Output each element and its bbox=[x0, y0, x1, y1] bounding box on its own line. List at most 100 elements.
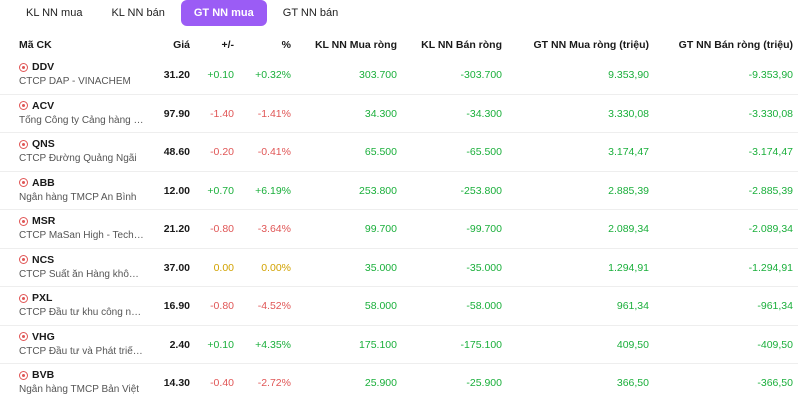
company-name: Ngân hàng TMCP An Bình bbox=[19, 191, 137, 203]
change-cell: -0.80 bbox=[210, 223, 234, 235]
kl-mua-cell: 58.000 bbox=[364, 300, 397, 312]
table-row[interactable]: ACV Tổng Công ty Cảng hàng k... 97.90 -1.40… bbox=[0, 95, 798, 133]
tab-kl-nn-mua[interactable]: KL NN mua bbox=[26, 7, 83, 19]
header-percent[interactable]: % bbox=[281, 39, 291, 51]
gt-ban-cell: -409,50 bbox=[757, 338, 793, 351]
stock-logo-icon bbox=[19, 255, 28, 264]
stock-symbol[interactable]: ABB bbox=[32, 176, 55, 189]
header-gt-mua[interactable]: GT NN Mua ròng (triệu) bbox=[533, 39, 650, 51]
symbol-cell: ABB bbox=[19, 177, 55, 189]
price-cell: 16.90 bbox=[163, 300, 190, 312]
gt-ban-cell: -1.294,91 bbox=[748, 261, 793, 274]
stock-logo-icon bbox=[19, 332, 28, 341]
kl-ban-cell: -99.700 bbox=[466, 223, 502, 235]
change-cell: -0.40 bbox=[210, 377, 234, 389]
price-cell: 14.30 bbox=[163, 377, 190, 389]
tab-gt-nn-mua[interactable]: GT NN mua bbox=[180, 0, 267, 26]
percent-cell: +4.35% bbox=[255, 338, 291, 351]
table-row[interactable]: NCS CTCP Suất ăn Hàng không ... 37.00 0.00 0… bbox=[0, 249, 798, 287]
table-row[interactable]: MSR CTCP MaSan High - Tech ... 21.20 -0.80 -… bbox=[0, 210, 798, 249]
stock-symbol[interactable]: BVB bbox=[32, 369, 55, 381]
stock-symbol[interactable]: MSR bbox=[32, 215, 56, 227]
company-name: CTCP DAP - VINACHEM bbox=[19, 76, 131, 87]
table-row[interactable]: QNS CTCP Đường Quảng Ngãi 48.60 -0.20 -0.41%… bbox=[0, 133, 798, 172]
change-cell: -1.40 bbox=[210, 107, 234, 120]
header-price[interactable]: Giá bbox=[173, 39, 190, 51]
change-cell: -0.80 bbox=[210, 300, 234, 312]
kl-ban-cell: -34.300 bbox=[466, 107, 502, 120]
stock-logo-icon bbox=[19, 139, 28, 149]
percent-cell: +0.32% bbox=[255, 69, 291, 81]
change-cell: -0.20 bbox=[210, 146, 234, 158]
symbol-cell: VHG bbox=[19, 331, 55, 343]
gt-ban-cell: -3.330,08 bbox=[748, 107, 793, 120]
change-cell: +0.70 bbox=[207, 184, 234, 197]
stock-symbol[interactable]: DDV bbox=[32, 61, 55, 73]
table-row[interactable]: PXL CTCP Đầu tư khu công nghi... 16.90 -0.8… bbox=[0, 287, 798, 326]
kl-ban-cell: -58.000 bbox=[466, 300, 502, 312]
price-cell: 21.20 bbox=[163, 223, 190, 235]
company-name: Tổng Công ty Cảng hàng k... bbox=[19, 114, 144, 126]
header-gt-ban[interactable]: GT NN Bán ròng (triệu) bbox=[678, 39, 793, 51]
stock-logo-icon bbox=[19, 293, 28, 303]
table-row[interactable]: DDV CTCP DAP - VINACHEM 31.20 +0.10 +0.32% 30… bbox=[0, 56, 798, 95]
stock-logo-icon bbox=[19, 62, 28, 72]
table-body: DDV CTCP DAP - VINACHEM 31.20 +0.10 +0.32% 30… bbox=[0, 56, 798, 400]
change-cell: +0.10 bbox=[207, 69, 234, 81]
gt-ban-cell: -9.353,90 bbox=[748, 69, 793, 81]
symbol-cell: BVB bbox=[19, 369, 54, 381]
stock-symbol[interactable]: PXL bbox=[32, 292, 53, 304]
kl-mua-cell: 25.900 bbox=[364, 377, 397, 389]
tab-gt-nn-ban[interactable]: GT NN bán bbox=[282, 7, 339, 19]
gt-ban-cell: -366,50 bbox=[757, 377, 793, 389]
symbol-cell: MSR bbox=[19, 215, 55, 227]
symbol-cell: NCS bbox=[19, 254, 54, 266]
percent-cell: +6.19% bbox=[255, 184, 291, 197]
symbol-cell: DDV bbox=[19, 61, 54, 73]
company-name: CTCP Suất ăn Hàng không ... bbox=[19, 268, 144, 280]
stock-symbol[interactable]: QNS bbox=[32, 138, 55, 150]
price-cell: 2.40 bbox=[169, 338, 190, 351]
company-name: Ngân hàng TMCP Bản Việt bbox=[19, 384, 140, 395]
gt-mua-cell: 3.174,47 bbox=[608, 146, 649, 158]
stock-symbol[interactable]: NCS bbox=[32, 253, 55, 266]
table-row[interactable]: VHG CTCP Đầu tư và Phát triển ... 2.40 +0.1… bbox=[0, 326, 798, 364]
kl-ban-cell: -303.700 bbox=[460, 69, 502, 81]
gt-mua-cell: 2.089,34 bbox=[608, 223, 649, 235]
header-symbol[interactable]: Mã CK bbox=[19, 39, 52, 51]
header-change[interactable]: +/- bbox=[221, 39, 234, 51]
gt-mua-cell: 9.353,90 bbox=[608, 69, 649, 81]
percent-cell: -0.41% bbox=[257, 146, 291, 158]
percent-cell: -1.41% bbox=[257, 107, 291, 120]
kl-ban-cell: -175.100 bbox=[460, 338, 502, 351]
price-cell: 12.00 bbox=[163, 184, 190, 197]
stock-logo-icon bbox=[19, 178, 28, 187]
kl-ban-cell: -253.800 bbox=[460, 184, 502, 197]
kl-ban-cell: -35.000 bbox=[466, 261, 502, 274]
gt-ban-cell: -3.174,47 bbox=[748, 146, 793, 158]
percent-cell: -4.52% bbox=[257, 300, 291, 312]
company-name: CTCP MaSan High - Tech ... bbox=[19, 230, 144, 241]
foreign-trading-table: Mã CK Giá +/- % KL NN Mua ròng KL NN Bán… bbox=[0, 34, 798, 400]
gt-mua-cell: 409,50 bbox=[616, 338, 649, 351]
kl-ban-cell: -65.500 bbox=[466, 146, 502, 158]
kl-mua-cell: 99.700 bbox=[364, 223, 397, 235]
kl-mua-cell: 34.300 bbox=[364, 107, 397, 120]
stock-symbol[interactable]: VHG bbox=[32, 330, 55, 343]
gt-ban-cell: -961,34 bbox=[757, 300, 793, 312]
company-name: CTCP Đường Quảng Ngãi bbox=[19, 153, 137, 164]
gt-ban-cell: -2.885,39 bbox=[748, 184, 793, 197]
kl-mua-cell: 303.700 bbox=[359, 69, 397, 81]
tab-kl-nn-ban[interactable]: KL NN bán bbox=[111, 7, 165, 19]
header-kl-mua[interactable]: KL NN Mua ròng bbox=[314, 39, 397, 51]
table-header: Mã CK Giá +/- % KL NN Mua ròng KL NN Bán… bbox=[0, 34, 798, 56]
kl-mua-cell: 35.000 bbox=[364, 261, 397, 274]
table-row[interactable]: BVB Ngân hàng TMCP Bản Việt 14.30 -0.40 -2.7… bbox=[0, 364, 798, 400]
header-kl-ban[interactable]: KL NN Bán ròng bbox=[421, 39, 502, 51]
kl-mua-cell: 175.100 bbox=[359, 338, 397, 351]
gt-mua-cell: 1.294,91 bbox=[608, 261, 649, 274]
table-row[interactable]: ABB Ngân hàng TMCP An Bình 12.00 +0.70 +6.19… bbox=[0, 172, 798, 210]
gt-mua-cell: 366,50 bbox=[616, 377, 649, 389]
change-cell: 0.00 bbox=[213, 261, 234, 274]
stock-symbol[interactable]: ACV bbox=[32, 99, 55, 112]
